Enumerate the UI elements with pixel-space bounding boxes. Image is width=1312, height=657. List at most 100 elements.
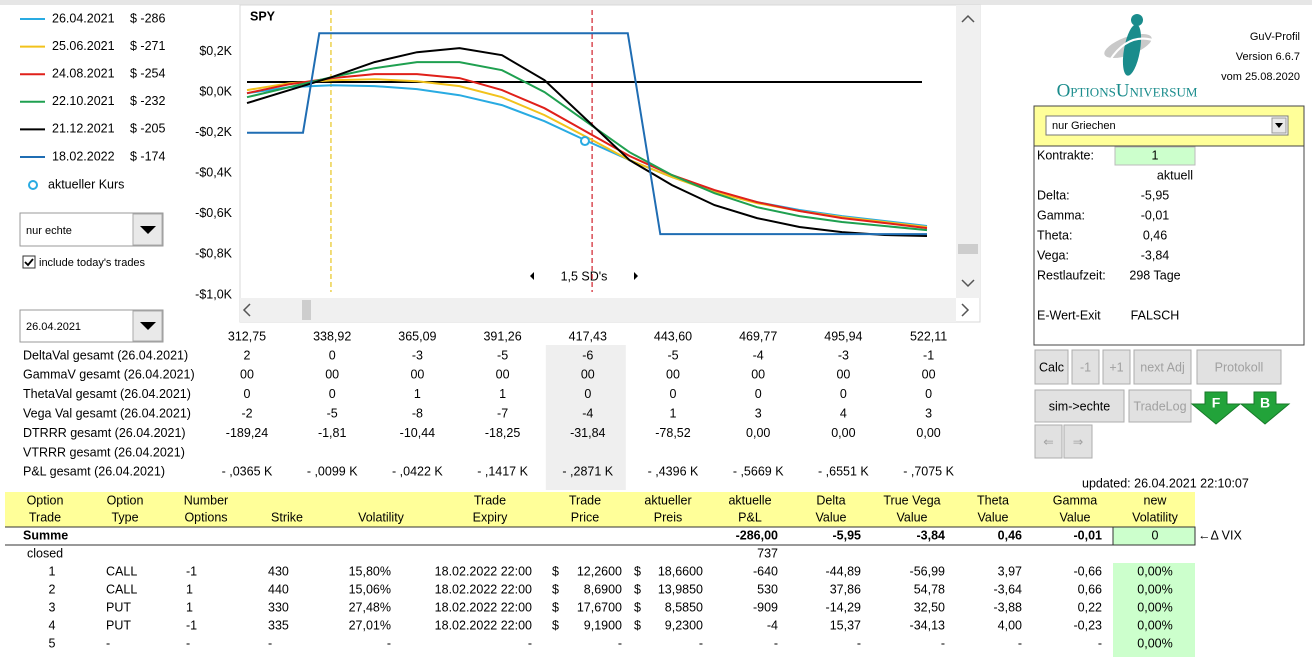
series-line: [246, 73, 928, 230]
legend-value: $ -254: [130, 66, 165, 80]
cell: -8: [412, 406, 423, 420]
h-scrollbar[interactable]: [240, 298, 956, 322]
greek-label: Restlaufzeit:: [1037, 268, 1106, 282]
column-header: True Vega: [883, 493, 940, 507]
legend-name: aktueller Kurs: [48, 177, 124, 191]
logo-text: OptionsUniversum: [1057, 80, 1198, 101]
h-scroll-thumb[interactable]: [302, 300, 311, 320]
button-label: ⇐: [1043, 435, 1054, 449]
cell: 430: [268, 564, 289, 578]
dropdown-arrow: [140, 322, 156, 330]
cell: - ,1417 K: [477, 465, 528, 479]
cell: 440: [268, 582, 289, 596]
v-scroll-thumb[interactable]: [958, 244, 978, 254]
checkbox[interactable]: [22, 255, 36, 269]
vix-cell[interactable]: [1112, 526, 1196, 546]
cell: 5: [49, 636, 56, 650]
cell: -5: [327, 406, 338, 420]
v-scrollbar[interactable]: [956, 5, 980, 298]
cell: 17,6700: [577, 600, 622, 614]
series-line: [246, 47, 928, 237]
cell: 530: [757, 582, 778, 596]
button[interactable]: [1071, 349, 1100, 385]
column-header: new: [1144, 493, 1168, 507]
cell: 00: [240, 368, 254, 382]
column-header: Strike: [271, 510, 303, 524]
cell: 3,97: [998, 564, 1022, 578]
button[interactable]: [1102, 349, 1131, 385]
cell: -: [1098, 636, 1102, 650]
cell: 15,80%: [349, 564, 391, 578]
arrow-button[interactable]: [1239, 391, 1291, 425]
price-column: 365,09: [398, 329, 436, 343]
cell: -1: [923, 348, 934, 362]
mode-value: nur echte: [26, 225, 72, 237]
row-label: P&L gesamt (26.04.2021): [23, 465, 165, 479]
highlight-column: [545, 345, 626, 490]
cell: -: [1018, 636, 1022, 650]
column-header: Value: [896, 510, 927, 524]
summary-cell: -286,00: [736, 528, 778, 542]
y-tick-label: $0,0K: [199, 84, 232, 98]
cell: -34,13: [910, 618, 945, 632]
legend-marker: [28, 180, 38, 190]
h-scroll-arrows[interactable]: [242, 303, 970, 317]
y-tick-label: -$0,2K: [195, 125, 232, 139]
cell: 0: [670, 387, 677, 401]
view-dropdown[interactable]: [1045, 115, 1289, 136]
cell: 0: [329, 387, 336, 401]
greek-value: 0,46: [1143, 228, 1167, 242]
button-label: TradeLog: [1133, 399, 1186, 413]
cell: 18.02.2022 22:00: [435, 564, 532, 578]
row-label: VTRRR gesamt (26.04.2021): [23, 445, 185, 459]
button-label: Calc: [1039, 360, 1064, 374]
column-header: Trade: [474, 493, 506, 507]
currency: $: [634, 618, 641, 632]
greek-label: Gamma:: [1037, 208, 1085, 222]
greek-value: 298 Tage: [1129, 268, 1180, 282]
button[interactable]: [1034, 349, 1069, 385]
summary-cell: -3,84: [917, 528, 946, 542]
cell: 18.02.2022 22:00: [435, 582, 532, 596]
button[interactable]: [1034, 424, 1063, 459]
button[interactable]: [1034, 389, 1125, 423]
button-label: -1: [1080, 360, 1091, 374]
cell: 3: [49, 600, 56, 614]
new-vol-cells[interactable]: [1113, 563, 1195, 657]
cell: -4: [753, 348, 764, 362]
cell: 0,00%: [1137, 618, 1172, 632]
cell: -4: [767, 618, 778, 632]
cell: 15,06%: [349, 582, 391, 596]
cell: - ,0099 K: [307, 465, 358, 479]
cell: 2: [244, 348, 251, 362]
cell: 4: [49, 618, 56, 632]
cell: - ,0422 K: [392, 465, 443, 479]
row-label: Vega Val gesamt (26.04.2021): [23, 406, 191, 420]
button[interactable]: [1063, 424, 1093, 459]
chart-frame: [239, 4, 981, 323]
column-header: Number: [184, 493, 228, 507]
currency: $: [634, 582, 641, 596]
button[interactable]: [1128, 389, 1192, 423]
contracts-cell[interactable]: [1114, 146, 1196, 166]
cell: 0,22: [1078, 600, 1102, 614]
legend-value: $ -174: [130, 149, 165, 163]
button[interactable]: [1133, 349, 1192, 385]
cell: 00: [496, 368, 510, 382]
cell: -909: [753, 600, 778, 614]
chart-title: SPY: [250, 9, 276, 23]
cell: 9,1900: [584, 618, 622, 632]
button[interactable]: [1196, 349, 1282, 385]
cell: -56,99: [910, 564, 945, 578]
row-label: ThetaVal gesamt (26.04.2021): [23, 387, 191, 401]
currency: $: [634, 564, 641, 578]
column-header: Volatility: [358, 510, 405, 524]
row-label: DTRRR gesamt (26.04.2021): [23, 426, 186, 440]
v-scroll-arrows[interactable]: [961, 14, 975, 288]
y-tick-label: -$0,8K: [195, 247, 232, 261]
cell: -: [528, 636, 532, 650]
closed-pnl: 737: [757, 546, 778, 560]
cell: -31,84: [570, 426, 605, 440]
arrow-button[interactable]: [1190, 391, 1242, 425]
